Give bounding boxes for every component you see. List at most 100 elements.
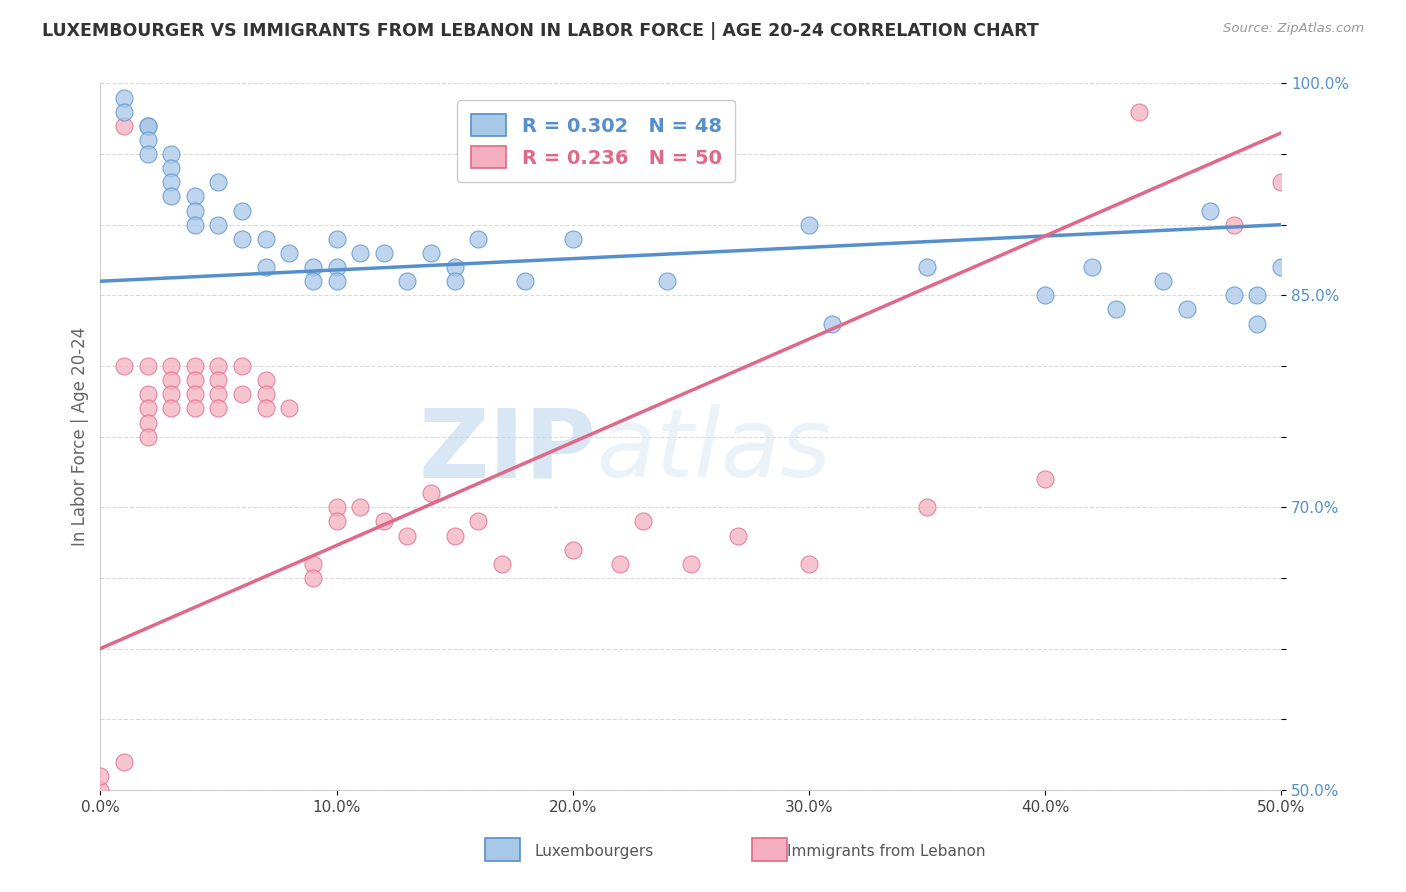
Point bbox=[160, 147, 183, 161]
Point bbox=[136, 133, 159, 147]
Point bbox=[160, 359, 183, 373]
Text: atlas: atlas bbox=[596, 404, 831, 497]
Point bbox=[136, 119, 159, 133]
Text: ZIP: ZIP bbox=[419, 404, 596, 497]
Point bbox=[207, 175, 229, 189]
Text: Immigrants from Lebanon: Immigrants from Lebanon bbox=[787, 845, 986, 859]
Point bbox=[184, 387, 207, 401]
Point bbox=[420, 246, 443, 260]
Point bbox=[1175, 302, 1198, 317]
Point bbox=[561, 542, 583, 557]
Point bbox=[1033, 472, 1056, 486]
Point bbox=[136, 416, 159, 430]
Point bbox=[184, 203, 207, 218]
Point bbox=[821, 317, 844, 331]
Point bbox=[561, 232, 583, 246]
Point bbox=[112, 119, 135, 133]
Point bbox=[679, 557, 702, 571]
Point bbox=[467, 515, 489, 529]
Point bbox=[1223, 288, 1246, 302]
Point bbox=[325, 260, 347, 274]
Point bbox=[1270, 175, 1292, 189]
Point bbox=[396, 274, 419, 288]
Point bbox=[231, 232, 253, 246]
Point bbox=[278, 401, 301, 416]
Point bbox=[254, 401, 277, 416]
Point bbox=[325, 232, 347, 246]
Point bbox=[184, 189, 207, 203]
Point bbox=[112, 104, 135, 119]
Legend: R = 0.302   N = 48, R = 0.236   N = 50: R = 0.302 N = 48, R = 0.236 N = 50 bbox=[457, 100, 735, 182]
Point bbox=[160, 161, 183, 176]
Text: Luxembourgers: Luxembourgers bbox=[534, 845, 654, 859]
Point bbox=[443, 260, 465, 274]
Point bbox=[655, 274, 678, 288]
Point bbox=[254, 387, 277, 401]
Point bbox=[915, 500, 938, 515]
Point bbox=[136, 387, 159, 401]
Point bbox=[1246, 288, 1268, 302]
Point bbox=[184, 373, 207, 387]
Point bbox=[396, 528, 419, 542]
Point bbox=[278, 246, 301, 260]
Point bbox=[325, 515, 347, 529]
Point bbox=[443, 528, 465, 542]
Point bbox=[136, 430, 159, 444]
Point bbox=[184, 359, 207, 373]
Point bbox=[207, 387, 229, 401]
Point bbox=[373, 246, 395, 260]
Point bbox=[325, 500, 347, 515]
Point bbox=[302, 274, 325, 288]
Bar bbox=[485, 838, 520, 861]
Point bbox=[254, 260, 277, 274]
Point bbox=[373, 515, 395, 529]
Point bbox=[1105, 302, 1128, 317]
Point bbox=[633, 515, 655, 529]
Y-axis label: In Labor Force | Age 20-24: In Labor Force | Age 20-24 bbox=[72, 327, 89, 546]
Point bbox=[160, 175, 183, 189]
Point bbox=[112, 90, 135, 104]
Point bbox=[254, 373, 277, 387]
Point bbox=[727, 528, 749, 542]
Point bbox=[184, 401, 207, 416]
Point bbox=[136, 401, 159, 416]
Point bbox=[184, 218, 207, 232]
Point bbox=[302, 571, 325, 585]
Point bbox=[302, 557, 325, 571]
Point bbox=[491, 557, 513, 571]
Point bbox=[325, 274, 347, 288]
Point bbox=[1033, 288, 1056, 302]
Point bbox=[207, 373, 229, 387]
Point bbox=[467, 232, 489, 246]
Point bbox=[160, 373, 183, 387]
Text: Source: ZipAtlas.com: Source: ZipAtlas.com bbox=[1223, 22, 1364, 36]
Point bbox=[1152, 274, 1174, 288]
Point bbox=[136, 359, 159, 373]
Point bbox=[112, 755, 135, 769]
Text: LUXEMBOURGER VS IMMIGRANTS FROM LEBANON IN LABOR FORCE | AGE 20-24 CORRELATION C: LUXEMBOURGER VS IMMIGRANTS FROM LEBANON … bbox=[42, 22, 1039, 40]
Point bbox=[797, 557, 820, 571]
Point bbox=[1081, 260, 1104, 274]
Point bbox=[1128, 104, 1150, 119]
Point bbox=[302, 260, 325, 274]
Point bbox=[420, 486, 443, 500]
Point bbox=[207, 401, 229, 416]
Point bbox=[160, 189, 183, 203]
Point bbox=[1199, 203, 1222, 218]
Point bbox=[797, 218, 820, 232]
Point bbox=[231, 387, 253, 401]
Point bbox=[915, 260, 938, 274]
Point bbox=[136, 119, 159, 133]
Point bbox=[160, 387, 183, 401]
Point bbox=[207, 359, 229, 373]
Point bbox=[349, 246, 371, 260]
Point bbox=[609, 557, 631, 571]
Point bbox=[231, 359, 253, 373]
Point bbox=[89, 769, 111, 783]
Point bbox=[112, 359, 135, 373]
Point bbox=[254, 232, 277, 246]
Point bbox=[443, 274, 465, 288]
Bar bbox=[752, 838, 787, 861]
Point bbox=[207, 218, 229, 232]
Point bbox=[515, 274, 537, 288]
